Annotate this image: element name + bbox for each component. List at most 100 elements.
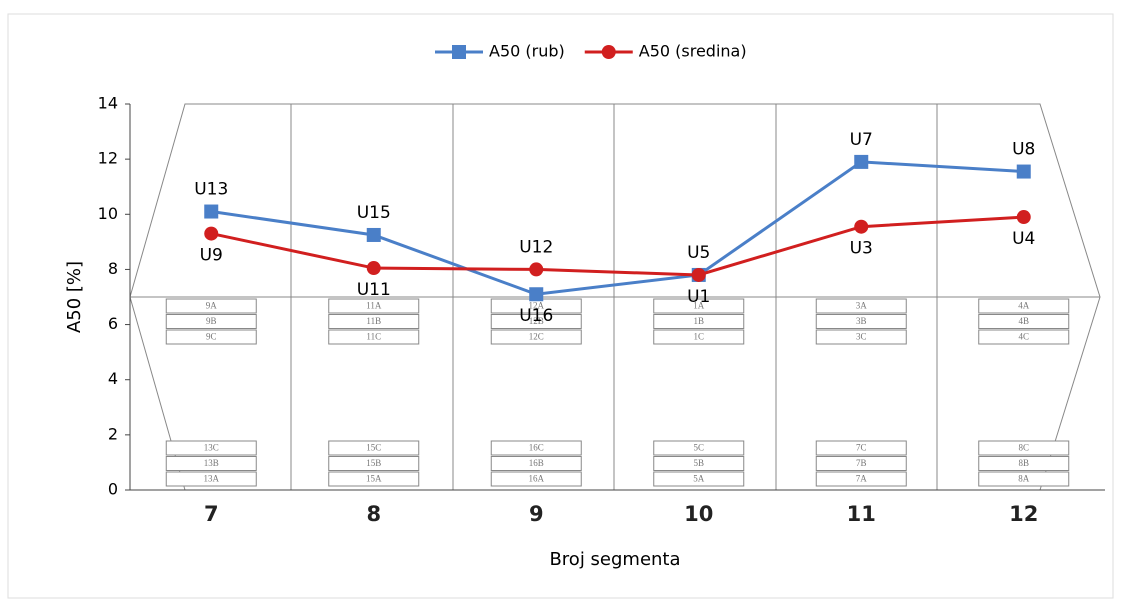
segment-box xyxy=(815,456,907,471)
y-axis-title: A50 [%] xyxy=(64,261,85,333)
segment-box xyxy=(490,314,582,329)
segment-box xyxy=(978,471,1070,487)
segment-box xyxy=(978,440,1070,456)
segment-box xyxy=(328,456,420,471)
segment-label: 4A xyxy=(1018,301,1030,311)
segment-label: 12B xyxy=(529,316,544,326)
x-axis-title: Broj segmenta xyxy=(549,549,680,570)
segment-box xyxy=(328,298,420,314)
marker xyxy=(854,154,869,169)
legend-label: A50 (rub) xyxy=(489,42,565,61)
segment-label: 1A xyxy=(693,301,705,311)
series-line xyxy=(210,215,1024,277)
segment-label: 5C xyxy=(693,443,704,453)
x-tick-label: 8 xyxy=(366,502,381,526)
x-tick-label: 7 xyxy=(204,502,219,526)
y-tick-label: 2 xyxy=(108,424,118,443)
segment-box xyxy=(490,329,582,345)
segment-box xyxy=(653,329,745,345)
x-tick-label: 11 xyxy=(847,502,876,526)
marker xyxy=(529,262,544,277)
segment-label: 16B xyxy=(529,458,544,468)
segment-label: 5B xyxy=(693,458,704,468)
marker xyxy=(854,219,869,234)
segment-label: 9C xyxy=(206,332,217,342)
marker xyxy=(366,261,381,276)
legend-marker xyxy=(601,45,616,59)
segment-box xyxy=(165,298,257,314)
marker xyxy=(691,267,706,282)
segment-label: 9A xyxy=(206,301,218,311)
point-label: U5 xyxy=(687,243,710,263)
segment-box xyxy=(490,440,582,456)
segment-box xyxy=(815,298,907,314)
point-label: U12 xyxy=(519,237,553,257)
segment-label: 15B xyxy=(366,458,381,468)
segment-box xyxy=(978,298,1070,314)
segment-label: 4B xyxy=(1018,316,1029,326)
segment-label: 11C xyxy=(366,332,381,342)
marker xyxy=(204,226,219,241)
segment-box xyxy=(490,456,582,471)
segment-label: 11A xyxy=(366,301,382,311)
segment-label: 8C xyxy=(1018,443,1029,453)
point-label: U9 xyxy=(200,246,223,266)
marker xyxy=(529,287,544,302)
series-line xyxy=(211,160,1024,296)
y-tick-label: 8 xyxy=(108,259,118,278)
segment-label: 3C xyxy=(856,332,867,342)
segment-box xyxy=(653,314,745,329)
segment-box xyxy=(328,314,420,329)
segment-box xyxy=(815,471,907,487)
point-label: U1 xyxy=(687,287,710,307)
y-tick-label: 4 xyxy=(108,369,118,388)
segment-box xyxy=(165,471,257,487)
segment-label: 8B xyxy=(1018,458,1029,468)
segment-label: 13B xyxy=(204,458,219,468)
point-label: U15 xyxy=(357,203,391,223)
y-tick-label: 0 xyxy=(108,480,118,499)
segment-box xyxy=(815,314,907,329)
x-tick-label: 12 xyxy=(1009,502,1038,526)
point-label: U16 xyxy=(519,306,553,326)
segment-label: 3A xyxy=(856,301,868,311)
segment-box xyxy=(165,456,257,471)
segment-box xyxy=(490,471,582,487)
segment-label: 15C xyxy=(366,443,381,453)
segment-label: 13A xyxy=(204,474,220,484)
point-label: U3 xyxy=(850,239,873,259)
legend-label: A50 (sredina) xyxy=(639,42,747,61)
segment-box xyxy=(815,329,907,345)
y-tick-label: 6 xyxy=(108,314,118,333)
point-label: U13 xyxy=(194,180,228,200)
marker xyxy=(1016,210,1031,225)
y-tick-label: 12 xyxy=(98,149,118,168)
segment-box xyxy=(653,471,745,487)
segment-label: 9B xyxy=(206,316,217,326)
segment-label: 7A xyxy=(856,474,868,484)
segment-label: 11B xyxy=(366,316,381,326)
y-tick-label: 10 xyxy=(98,204,118,223)
segment-label: 7B xyxy=(856,458,867,468)
segment-box xyxy=(653,298,745,314)
segment-label: 3B xyxy=(856,316,867,326)
segment-boxes: 9A 9B 9C 13C 13B 13A 11A 11B 11C 15C 15B 15A 12A 12B 1… xyxy=(165,298,1070,487)
segment-box xyxy=(328,329,420,345)
segment-label: 16A xyxy=(529,474,545,484)
segment-box xyxy=(165,440,257,456)
segment-label: 15A xyxy=(366,474,382,484)
segment-label: 7C xyxy=(856,443,867,453)
segment-box xyxy=(328,440,420,456)
segment-box xyxy=(815,440,907,456)
x-tick-label: 10 xyxy=(684,502,713,526)
segment-box xyxy=(653,440,745,456)
segment-box xyxy=(978,314,1070,329)
segment-label: 13C xyxy=(204,443,219,453)
point-label: U4 xyxy=(1012,229,1035,249)
point-label: U7 xyxy=(850,130,873,150)
segment-box xyxy=(653,456,745,471)
segment-label: 12A xyxy=(529,301,545,311)
segment-box xyxy=(328,471,420,487)
segment-label: 1B xyxy=(693,316,704,326)
